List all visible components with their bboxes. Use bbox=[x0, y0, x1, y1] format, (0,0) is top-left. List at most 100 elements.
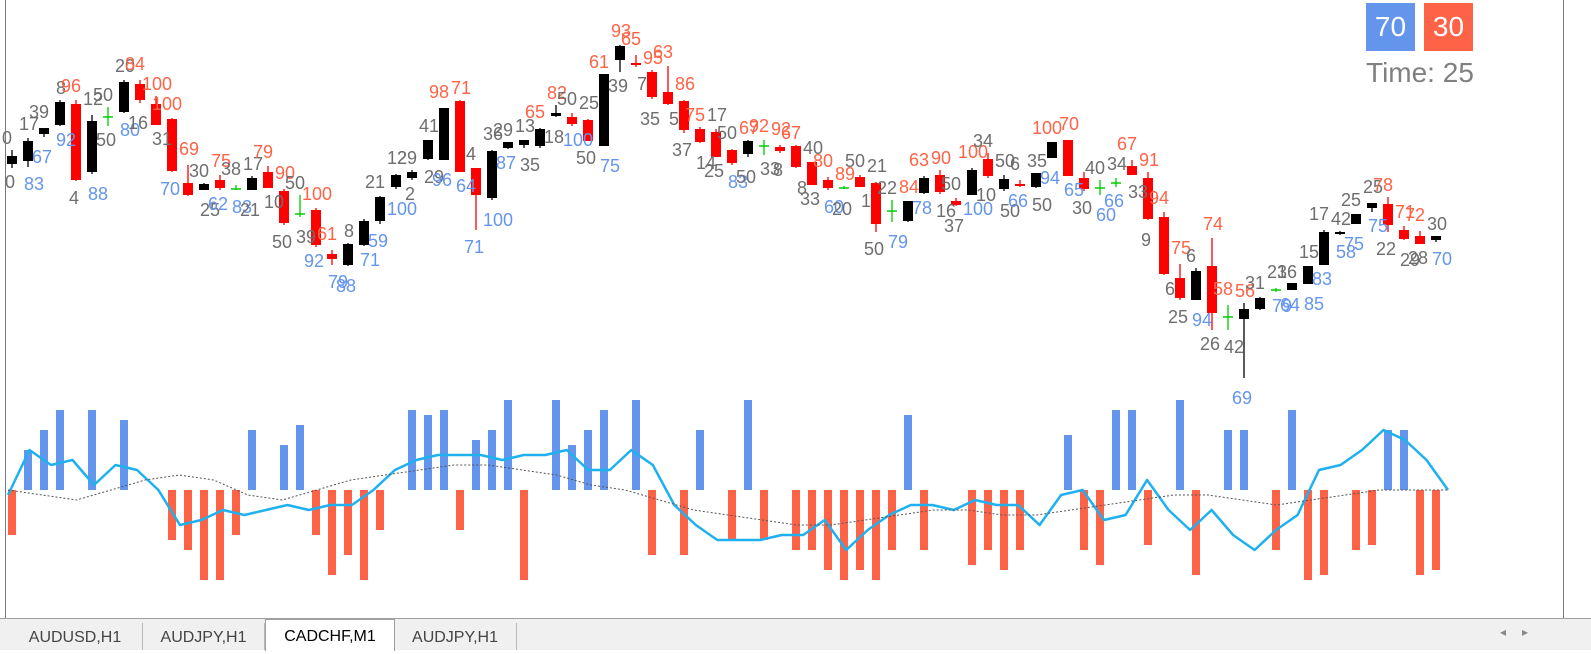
histogram-bar-down bbox=[8, 490, 16, 535]
candle-high-label: 92 bbox=[771, 119, 791, 139]
candle-high-label: 0 bbox=[2, 128, 12, 148]
candle-high-label: 36 bbox=[483, 124, 503, 144]
oscillator-main-line bbox=[6, 428, 1450, 552]
candle-low-label: 78 bbox=[912, 198, 932, 218]
candle-high-label: 90 bbox=[275, 163, 295, 183]
histogram-bar-down bbox=[968, 490, 976, 565]
candle-body bbox=[1063, 140, 1073, 176]
candle-low-label: 71 bbox=[464, 237, 484, 257]
candle-low-label: 5 bbox=[669, 109, 679, 129]
candle-body bbox=[247, 178, 257, 190]
tab-audjpy-h1-second[interactable]: AUDJPY,H1 bbox=[394, 623, 517, 650]
candle-low-label: 92 bbox=[56, 130, 76, 150]
histogram-bar-up bbox=[24, 450, 32, 490]
histogram-bar-down bbox=[792, 490, 800, 550]
histogram-bar-down bbox=[1272, 490, 1280, 550]
candle-high-label: 74 bbox=[1203, 214, 1223, 234]
scroll-left-icon[interactable]: ◂ bbox=[1500, 625, 1523, 639]
candle-body bbox=[263, 172, 273, 188]
candle-body bbox=[1191, 271, 1201, 300]
candle-body bbox=[743, 141, 753, 154]
candle-high-label: 89 bbox=[835, 164, 855, 184]
candle-body bbox=[711, 132, 721, 157]
candle-body bbox=[599, 74, 609, 146]
candle-high-label: 17 bbox=[1309, 204, 1329, 224]
candle-body bbox=[391, 175, 401, 187]
candle-low-label: 6 bbox=[1165, 279, 1175, 299]
candle-high-label: 92 bbox=[749, 116, 769, 136]
candle-low-label: 64 bbox=[1280, 295, 1300, 315]
candle-body bbox=[919, 178, 929, 193]
candle-body bbox=[1431, 236, 1441, 240]
candle-low-label: 25 bbox=[200, 200, 220, 220]
histogram-bar-up bbox=[552, 400, 560, 490]
candle-body bbox=[583, 120, 593, 141]
candle-high-label: 72 bbox=[1405, 205, 1425, 225]
candle-body bbox=[935, 175, 945, 192]
candle-low-label: 30 bbox=[1072, 198, 1092, 218]
candle-high-label: 12 bbox=[83, 89, 103, 109]
candle-low-label: 92 bbox=[304, 251, 324, 271]
tab-audusd-h1[interactable]: AUDUSD,H1 bbox=[8, 623, 143, 650]
candle-high-label: 96 bbox=[61, 76, 81, 96]
candle-high-label: 21 bbox=[867, 156, 887, 176]
candle-high-label: 100 bbox=[142, 74, 172, 94]
price-chart-area[interactable]: 0 17 39 8 96 12 50 20 84 100 100 69 30 75 38 17 79 90 50 10… bbox=[0, 0, 1563, 618]
candle-high-label: 20 bbox=[115, 56, 135, 76]
candle-body bbox=[999, 179, 1009, 189]
candle-high-label: 30 bbox=[189, 161, 209, 181]
candle-low-label: 75 bbox=[1368, 216, 1388, 236]
histogram-bar-down bbox=[840, 490, 848, 580]
candle-high-label: 82 bbox=[547, 83, 567, 103]
candle-high-label: 84 bbox=[125, 54, 145, 74]
candle-body bbox=[119, 82, 129, 112]
candle-low-label: 64 bbox=[456, 176, 476, 196]
candle-body bbox=[535, 129, 545, 146]
candle-high-label: 67 bbox=[781, 123, 801, 143]
candle-low-label: 69 bbox=[1232, 388, 1252, 408]
histogram-bar-up bbox=[408, 410, 416, 490]
histogram-bar-up bbox=[440, 410, 448, 490]
candle-low-label: 0 bbox=[5, 172, 15, 192]
histogram-bar-up bbox=[1112, 410, 1120, 490]
candle-low-label: 60 bbox=[824, 197, 844, 217]
histogram-bar-up bbox=[1224, 430, 1232, 490]
candle-low-label: 35 bbox=[640, 109, 660, 129]
oscillator-signal-line bbox=[7, 464, 1448, 526]
candle-low-label: 37 bbox=[672, 140, 692, 160]
candle-high-label: 25 bbox=[1363, 177, 1383, 197]
candle-body bbox=[1287, 283, 1297, 290]
candle-high-label: 75 bbox=[211, 151, 231, 171]
candle-body bbox=[1415, 236, 1425, 244]
histogram-bar-down bbox=[376, 490, 384, 530]
tab-audjpy-h1[interactable]: AUDJPY,H1 bbox=[143, 623, 265, 650]
candle-high-label: 71 bbox=[1395, 202, 1415, 222]
candle-low-label: 10 bbox=[264, 192, 284, 212]
tab-cadchf-m1[interactable]: CADCHF,M1 bbox=[265, 619, 395, 651]
candle-low-label: 25 bbox=[704, 161, 724, 181]
histogram-bar-down bbox=[1304, 490, 1312, 580]
candle-body bbox=[695, 129, 705, 142]
candle-high-label: 75 bbox=[1171, 238, 1191, 258]
histogram-bar-up bbox=[280, 445, 288, 490]
candle-high-label: 15 bbox=[1299, 242, 1319, 262]
chart-left-border bbox=[5, 0, 6, 618]
candle-body bbox=[1047, 142, 1057, 158]
candle-low-label: 26 bbox=[1200, 334, 1220, 354]
candle-high-label: 71 bbox=[451, 78, 471, 98]
histogram-bar-up bbox=[56, 410, 64, 490]
candle-body bbox=[23, 141, 33, 161]
candle-high-label: 93 bbox=[611, 21, 631, 41]
candle-body bbox=[343, 244, 353, 265]
bull-percentage-box: 70 bbox=[1366, 3, 1415, 51]
candle-low-label: 94 bbox=[1192, 310, 1212, 330]
tab-scroll-arrows: ◂▸ bbox=[1500, 625, 1544, 639]
histogram-bar-down bbox=[312, 490, 320, 535]
candle-low-label: 80 bbox=[120, 120, 140, 140]
candle-high-label: 91 bbox=[1139, 150, 1159, 170]
candle-low-label: 22 bbox=[1376, 239, 1396, 259]
histogram-bar-down bbox=[984, 490, 992, 550]
scroll-right-icon[interactable]: ▸ bbox=[1522, 625, 1545, 639]
candle-low-label: 70 bbox=[1432, 249, 1452, 269]
candle-high-label: 100 bbox=[1032, 118, 1062, 138]
